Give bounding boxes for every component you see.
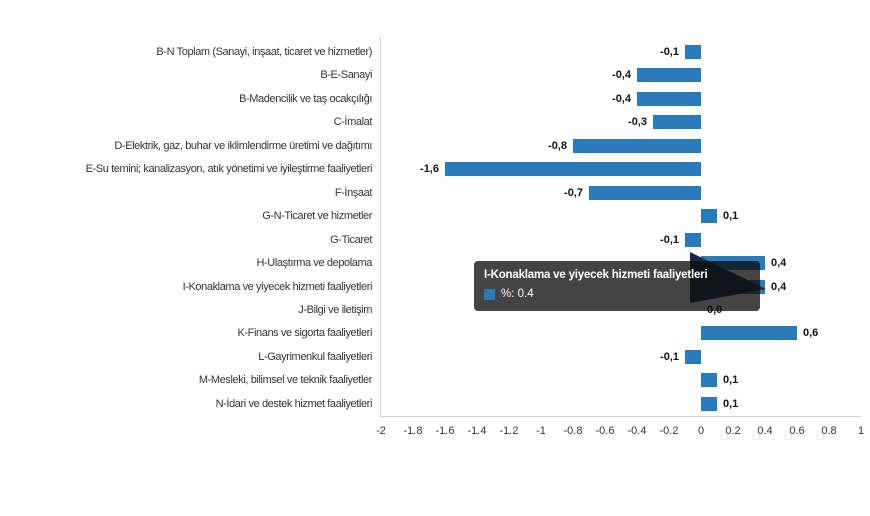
category-label: E-Su temini; kanalizasyon, atık yönetimi… [85, 163, 373, 176]
x-axis-tick-label: 0.2 [725, 425, 741, 437]
category-label: L-Gayrimenkul faaliyetleri [258, 350, 372, 363]
value-label: 0,1 [723, 374, 739, 387]
category-label: N-İdari ve destek hizmet faaliyetleri [215, 397, 373, 410]
value-label: -0,1 [660, 233, 679, 246]
x-axis-tick-label: -1.2 [499, 425, 519, 437]
value-label: -0,7 [564, 186, 583, 199]
value-axis-line [380, 416, 861, 417]
category-label: B-E-Sanayi [320, 69, 372, 82]
x-axis-tick-label: -2 [376, 425, 386, 437]
category-label: I-Konaklama ve yiyecek hizmeti faaliyetl… [182, 280, 373, 293]
bar[interactable] [589, 185, 701, 200]
category-label: D-Elektrik, gaz, buhar ve iklimlendirme … [114, 139, 372, 152]
category-label: B-N Toplam (Sanayi, inşaat, ticaret ve h… [156, 46, 372, 58]
category-label: F-İnşaat [334, 186, 373, 199]
value-label: -0,3 [628, 116, 647, 129]
value-label: -1,6 [420, 163, 439, 176]
value-label: -0,1 [660, 350, 679, 363]
bar[interactable] [701, 396, 717, 411]
x-axis-tick-label: -0.4 [627, 425, 647, 437]
x-axis-tick-label: 0.6 [789, 425, 805, 437]
value-label: 0,4 [771, 257, 787, 270]
value-label: 0,1 [723, 210, 739, 223]
x-axis-tick-label: 0 [697, 425, 705, 437]
value-label: -0,1 [660, 46, 679, 58]
tooltip: I-Konaklama ve yiyecek hizmeti faaliyetl… [474, 261, 760, 311]
category-label: J-Bilgi ve iletişim [298, 303, 372, 316]
x-axis-tick-label: -1.8 [403, 425, 423, 437]
bar[interactable] [573, 138, 701, 153]
x-axis-tick-label: -1.4 [467, 425, 487, 437]
value-label: 0,1 [723, 397, 739, 410]
bar[interactable] [685, 45, 701, 59]
bar[interactable] [701, 326, 797, 341]
x-axis-tick-label: -0.8 [563, 425, 583, 437]
x-axis-tick-label: -1.6 [435, 425, 455, 437]
bar[interactable] [701, 209, 717, 224]
x-axis-tick-label: 0.8 [821, 425, 837, 437]
x-axis-tick-label: 0.4 [757, 425, 773, 437]
value-label: -0,4 [612, 92, 631, 105]
bar[interactable] [637, 68, 701, 83]
series-swatch-icon [484, 288, 495, 300]
category-axis-line [380, 37, 381, 416]
category-label: M-Mesleki, bilimsel ve teknik faaliyetle… [198, 374, 373, 387]
category-label: H-Ulaştırma ve depolama [256, 257, 372, 270]
category-label: K-Finans ve sigorta faaliyetleri [237, 327, 372, 340]
bar[interactable] [701, 373, 717, 388]
category-label: G-N-Ticaret ve hizmetler [262, 210, 372, 223]
tooltip-value-line: %: 0.4 [484, 288, 750, 300]
x-axis-tick-label: -0.6 [595, 425, 615, 437]
tooltip-value: %: 0.4 [501, 288, 534, 300]
bar[interactable] [685, 232, 701, 247]
bar[interactable] [653, 115, 701, 130]
tooltip-title: I-Konaklama ve yiyecek hizmeti faaliyetl… [484, 269, 708, 281]
x-axis-tick-label: 1 [857, 425, 865, 437]
category-label: G-Ticaret [330, 233, 372, 246]
bar[interactable] [685, 349, 701, 364]
bar[interactable] [637, 91, 701, 106]
value-label: 0,6 [803, 327, 819, 340]
bar[interactable] [445, 162, 701, 177]
x-axis-tick-label: -0.2 [659, 425, 679, 437]
x-axis-tick-label: -1 [536, 425, 546, 437]
value-label: 0,4 [771, 280, 787, 293]
category-label: B-Madencilik ve taş ocakçılığı [239, 92, 372, 105]
category-label: C-İmalat [333, 116, 373, 129]
value-label: -0,8 [548, 139, 567, 152]
value-label: -0,4 [612, 69, 631, 82]
